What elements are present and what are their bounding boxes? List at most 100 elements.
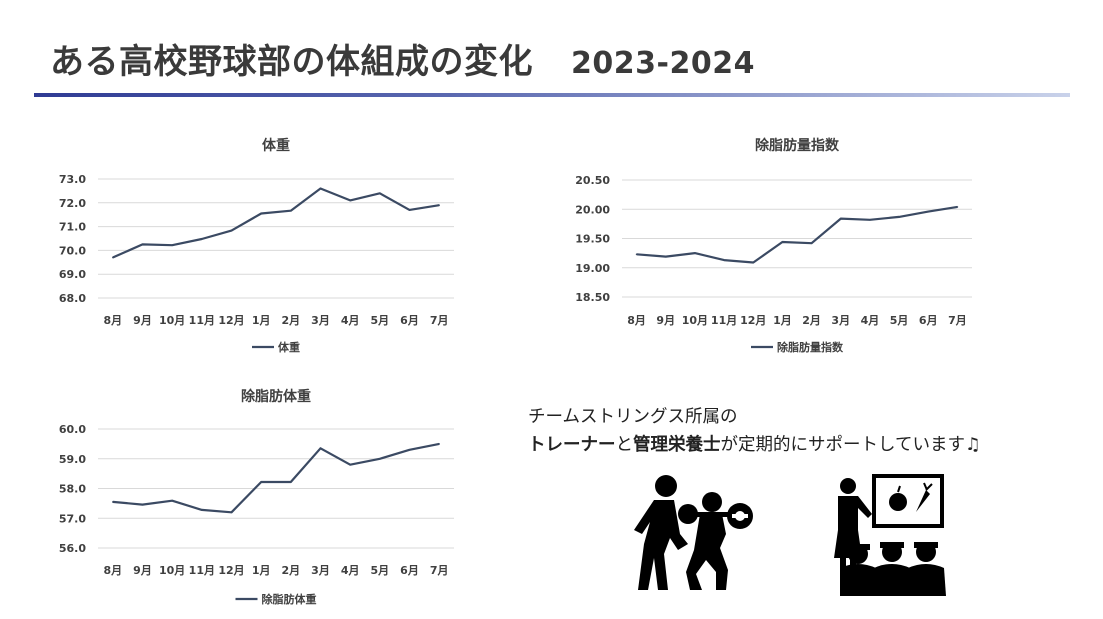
- data-point: [694, 252, 696, 254]
- y-tick-label: 20.50: [575, 174, 610, 187]
- data-point: [290, 481, 292, 483]
- x-tick-label: 5月: [890, 314, 909, 327]
- legend-label: 体重: [278, 340, 300, 354]
- x-tick-label: 2月: [282, 314, 301, 327]
- title-rule: [34, 93, 1070, 97]
- y-tick-label: 71.0: [59, 221, 86, 234]
- x-tick-label: 5月: [371, 564, 390, 577]
- data-point: [171, 244, 173, 246]
- data-point: [869, 218, 871, 221]
- y-tick-label: 60.0: [59, 423, 86, 436]
- x-tick-label: 4月: [341, 564, 360, 577]
- x-tick-label: 11月: [711, 314, 737, 327]
- series-line: [636, 205, 958, 264]
- x-tick-label: 5月: [371, 314, 390, 327]
- x-tick-label: 7月: [430, 564, 449, 577]
- data-point: [141, 243, 144, 246]
- x-tick-label: 6月: [400, 314, 419, 327]
- x-tick-label: 10月: [159, 314, 185, 327]
- x-tick-label: 1月: [252, 564, 271, 577]
- x-tick-label: 6月: [400, 564, 419, 577]
- data-point: [752, 261, 755, 264]
- y-tick-label: 18.50: [575, 291, 610, 304]
- data-point: [810, 242, 813, 244]
- y-tick-label: 70.0: [59, 244, 86, 257]
- data-point: [201, 238, 203, 240]
- x-tick-label: 12月: [218, 564, 244, 577]
- x-tick-label: 4月: [341, 314, 360, 327]
- y-tick-label: 59.0: [59, 453, 86, 466]
- support-rest: が定期的にサポートしています♫: [720, 435, 981, 455]
- x-tick-label: 12月: [740, 314, 766, 327]
- page-title: ある高校野球部の体組成の変化 2023-2024: [50, 34, 755, 83]
- y-tick-label: 56.0: [59, 542, 86, 555]
- data-point: [349, 463, 351, 466]
- legend-label: 除脂肪量指数: [777, 340, 844, 354]
- data-point: [956, 206, 959, 208]
- x-tick-label: 1月: [773, 314, 792, 327]
- data-point: [408, 449, 411, 451]
- and-label: と: [615, 435, 634, 455]
- y-tick-label: 58.0: [59, 483, 86, 496]
- x-tick-label: 1月: [252, 314, 271, 327]
- x-tick-label: 9月: [133, 564, 152, 577]
- data-point: [230, 229, 233, 232]
- x-tick-label: 8月: [104, 314, 123, 327]
- x-tick-label: 7月: [430, 314, 449, 327]
- support-line-1: チームストリングス所属の: [528, 407, 738, 427]
- data-point: [379, 192, 381, 195]
- chart-title: 除脂肪体重: [241, 388, 311, 405]
- series-line: [112, 442, 440, 514]
- x-tick-label: 3月: [831, 314, 850, 327]
- y-tick-label: 73.0: [59, 173, 86, 186]
- x-tick-label: 11月: [189, 564, 215, 577]
- x-tick-label: 4月: [861, 314, 880, 327]
- data-point: [839, 217, 842, 220]
- data-point: [319, 447, 322, 450]
- y-tick-label: 19.50: [575, 233, 610, 246]
- data-point: [408, 209, 411, 211]
- data-point: [898, 216, 900, 218]
- x-tick-label: 7月: [948, 314, 967, 327]
- x-tick-label: 3月: [311, 564, 330, 577]
- data-point: [319, 187, 322, 190]
- x-tick-label: 10月: [682, 314, 708, 327]
- x-tick-label: 2月: [282, 564, 301, 577]
- dietitian-teaching-icon: [834, 474, 946, 596]
- data-point: [379, 457, 381, 460]
- data-point: [290, 209, 292, 212]
- x-tick-label: 3月: [311, 314, 330, 327]
- x-tick-label: 12月: [218, 314, 244, 327]
- x-tick-label: 6月: [919, 314, 938, 327]
- data-point: [723, 259, 725, 261]
- y-tick-label: 20.00: [575, 203, 610, 216]
- page-title-text: ある高校野球部の体組成の変化: [50, 42, 533, 82]
- trainer-label: トレーナー: [528, 435, 616, 455]
- x-tick-label: 2月: [802, 314, 821, 327]
- data-point: [141, 503, 144, 506]
- y-tick-label: 72.0: [59, 197, 86, 210]
- data-point: [438, 204, 440, 206]
- x-tick-label: 9月: [133, 314, 152, 327]
- x-tick-label: 8月: [104, 564, 123, 577]
- data-point: [230, 511, 233, 514]
- dietitian-label: 管理栄養士: [633, 435, 721, 455]
- data-point: [171, 499, 173, 502]
- series-line: [112, 187, 440, 259]
- data-point: [260, 212, 262, 215]
- page-title-year: 2023-2024: [571, 46, 755, 81]
- data-point: [927, 210, 930, 213]
- x-tick-label: 11月: [189, 314, 215, 327]
- support-message: チームストリングス所属の トレーナーと管理栄養士が定期的にサポートしています♫: [528, 403, 981, 459]
- data-point: [112, 501, 114, 503]
- y-tick-label: 68.0: [59, 292, 86, 305]
- chart-title: 除脂肪量指数: [755, 137, 840, 154]
- x-tick-label: 10月: [159, 564, 185, 577]
- support-line-2: トレーナーと管理栄養士が定期的にサポートしています♫: [528, 431, 981, 459]
- y-tick-label: 19.00: [575, 262, 610, 275]
- x-tick-label: 8月: [627, 314, 646, 327]
- data-point: [260, 481, 262, 483]
- legend-label: 除脂肪体重: [262, 592, 317, 606]
